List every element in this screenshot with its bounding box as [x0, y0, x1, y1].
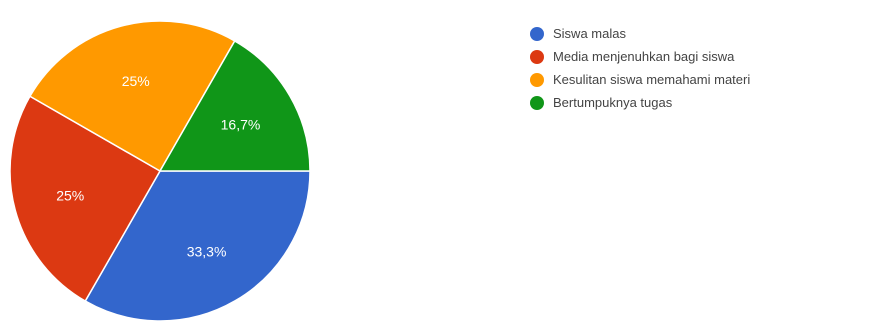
legend-swatch-kesulitan-siswa — [530, 72, 544, 87]
legend-label-kesulitan-siswa: Kesulitan siswa memahami materi — [553, 72, 751, 87]
legend-swatch-bertumpuknya-tugas — [530, 95, 544, 110]
legend-item-kesulitan-siswa: Kesulitan siswa memahami materi — [530, 68, 750, 91]
legend-label-media-menjenuhkan: Media menjenuhkan bagi siswa — [553, 49, 735, 64]
slice-label-siswa-malas: 33,3% — [187, 243, 227, 259]
legend-label-bertumpuknya-tugas: Bertumpuknya tugas — [553, 95, 673, 110]
legend-swatch-media-menjenuhkan — [530, 49, 544, 64]
slice-label-kesulitan-siswa: 25% — [122, 73, 150, 89]
pie-slice-bertumpuknya-tugas — [158, 39, 311, 172]
pie-slice-media-menjenuhkan — [9, 95, 162, 303]
legend-item-bertumpuknya-tugas: Bertumpuknya tugas — [530, 91, 750, 114]
legend-swatch-siswa-malas — [530, 26, 544, 41]
legend-item-siswa-malas: Siswa malas — [530, 22, 750, 45]
slice-label-bertumpuknya-tugas: 16,7% — [221, 116, 261, 132]
legend: Siswa malas Media menjenuhkan bagi siswa… — [530, 22, 750, 114]
pie-slice-siswa-malas — [84, 170, 311, 322]
slice-label-media-menjenuhkan: 25% — [56, 187, 84, 203]
legend-item-media-menjenuhkan: Media menjenuhkan bagi siswa — [530, 45, 750, 68]
legend-label-siswa-malas: Siswa malas — [553, 26, 626, 41]
pie-slice-kesulitan-siswa — [28, 20, 236, 173]
